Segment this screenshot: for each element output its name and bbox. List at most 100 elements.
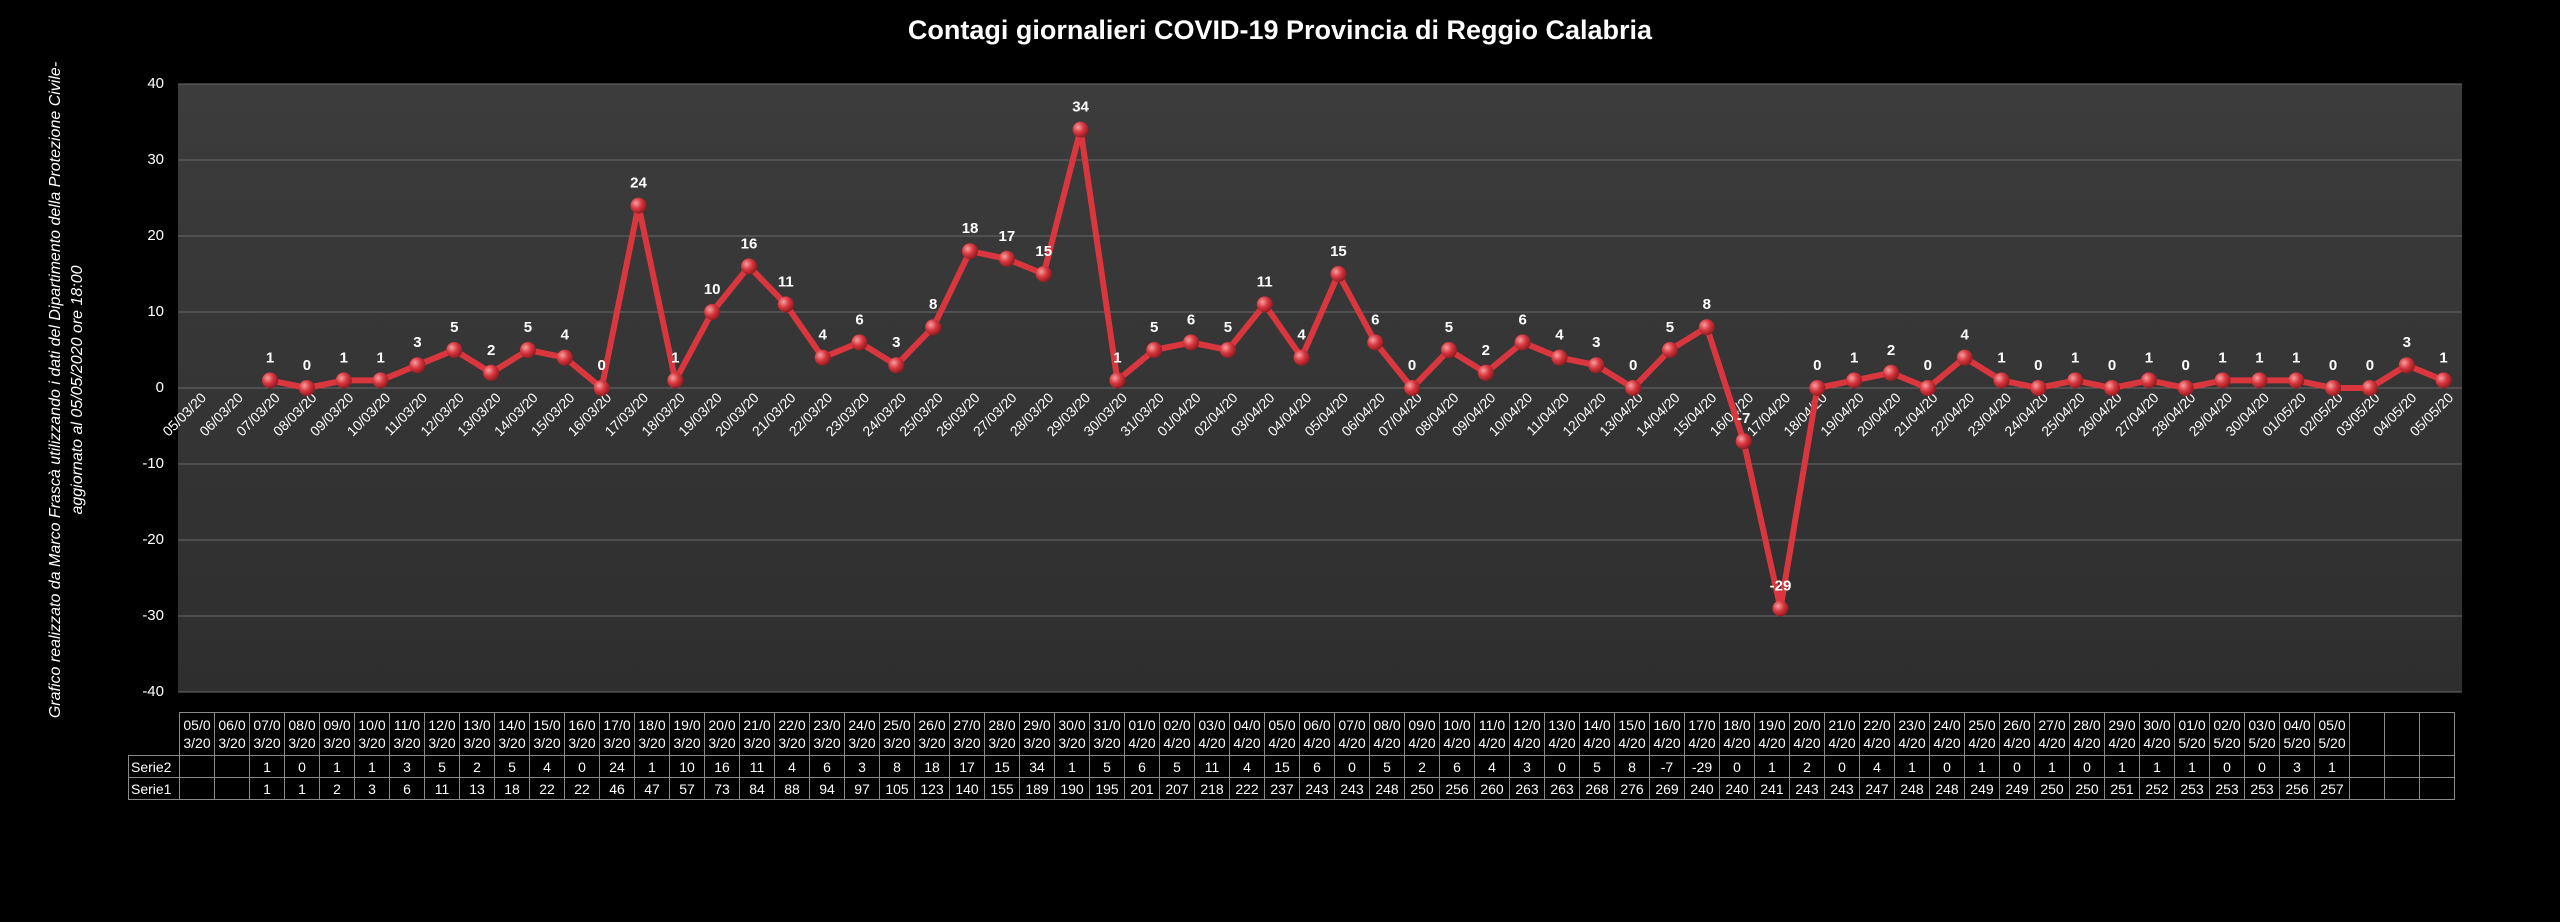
table-cell: 3 [1509,755,1545,778]
table-cell: 3 [389,755,425,778]
table-cell: -29 [1684,755,1720,778]
table-cell: 0 [1334,755,1370,778]
table-cell: 13 [459,777,495,800]
table-cell [214,777,250,800]
data-label: 0 [2182,357,2190,374]
table-header-cell: 05/05/20 [2314,712,2350,756]
data-label: 0 [2366,357,2374,374]
marker [1809,380,1826,396]
table-cell: 240 [1684,777,1720,800]
table-header-cell: 21/04/20 [1824,712,1860,756]
table-header-cell: 24/04/20 [1929,712,1965,756]
marker [1109,372,1126,389]
table-cell: 34 [1019,755,1055,778]
table-cell: 251 [2104,777,2140,800]
data-table: 05/03/20 06/03/20 07/03/20 08/03/20 09/03/20… [128,712,2455,800]
table-cell: 1 [1964,755,2000,778]
table-cell: 1 [2174,755,2210,778]
table-cell [2349,777,2385,800]
table-cell: 237 [1264,777,1300,800]
marker [1772,600,1789,617]
table-cell: 15 [1264,755,1300,778]
table-cell: 4 [774,755,810,778]
table-cell: 0 [2209,755,2245,778]
marker [2251,372,2268,389]
table-header-cell: 27/04/20 [2034,712,2070,756]
table-cell: 250 [2069,777,2105,800]
data-label: 1 [376,349,384,366]
table-header-cell: 22/03/20 [774,712,810,756]
table-cell: 5 [1369,755,1405,778]
table-header-cell: 11/03/20 [389,712,425,756]
table-header-cell: 08/03/20 [284,712,320,756]
table-cell: 6 [1439,755,1475,778]
table-cell: 250 [2034,777,2070,800]
table-cell [214,755,250,778]
data-label: 3 [2403,334,2411,351]
chart-title: Contagi giornalieri COVID-19 Provincia d… [908,15,1653,45]
table-cell: 1 [249,777,285,800]
data-label: 11 [1257,273,1273,290]
table-cell: 0 [1719,755,1755,778]
data-label: 8 [1703,296,1711,313]
table-header-cell: 18/04/20 [1719,712,1755,756]
table-header-cell: 12/04/20 [1509,712,1545,756]
table-cell: 218 [1194,777,1230,800]
marker [2214,372,2231,389]
data-label: 1 [671,349,679,366]
marker [2030,380,2047,396]
marker [888,357,905,374]
table-header-cell: 10/03/20 [354,712,390,756]
table-header-cell: 20/04/20 [1789,712,1825,756]
table-cell: 22 [564,777,600,800]
data-label: 15 [1035,243,1052,260]
table-cell: 123 [914,777,950,800]
data-label: 6 [855,311,863,328]
table-cell: 88 [774,777,810,800]
table-cell: 8 [879,755,915,778]
table-header-cell: 02/04/20 [1159,712,1195,756]
table-cell: 5 [1159,755,1195,778]
table-cell: 18 [914,755,950,778]
table-cell: 249 [1999,777,2035,800]
data-label: 1 [1850,349,1858,366]
table-cell: 1 [1894,755,1930,778]
table-row-label: Serie1 [128,777,180,800]
table-header-cell: 09/03/20 [319,712,355,756]
marker [2435,372,2452,389]
table-cell [2349,712,2385,756]
table-cell: 46 [599,777,635,800]
table-cell: 1 [249,755,285,778]
table-cell: 3 [2279,755,2315,778]
table-cell: 276 [1614,777,1650,800]
table-header-cell: 10/04/20 [1439,712,1475,756]
table-cell: 2 [459,755,495,778]
table-cell: 263 [1509,777,1545,800]
table-header-cell: 12/03/20 [424,712,460,756]
table-cell: 5 [424,755,460,778]
table-cell: 6 [1299,755,1335,778]
table-cell: 1 [2104,755,2140,778]
marker [1956,349,1973,366]
data-label: 5 [450,319,458,336]
data-label: 3 [1592,334,1600,351]
table-header-cell: 04/04/20 [1229,712,1265,756]
marker [1846,372,1863,389]
marker [1993,372,2010,389]
data-label: 0 [1924,357,1932,374]
data-label: 34 [1072,99,1089,116]
table-row: Serie1 1 1 2 3 6 11 13 18 22 22 46 47 57 73 84 88 94 97 105… [128,777,2455,800]
table-cell: 2 [319,777,355,800]
table-cell: 2 [1789,755,1825,778]
data-label: 0 [1629,357,1637,374]
data-label: 1 [2071,349,2079,366]
table-header-cell: 03/04/20 [1194,712,1230,756]
table-cell: 207 [1159,777,1195,800]
table-cell: 140 [949,777,985,800]
table-header-cell: 15/03/20 [529,712,565,756]
table-cell: 2 [1404,755,1440,778]
data-label: 0 [1408,357,1416,374]
table-cell: 17 [949,755,985,778]
table-header-cell: 24/03/20 [844,712,880,756]
table-cell: 1 [2314,755,2350,778]
